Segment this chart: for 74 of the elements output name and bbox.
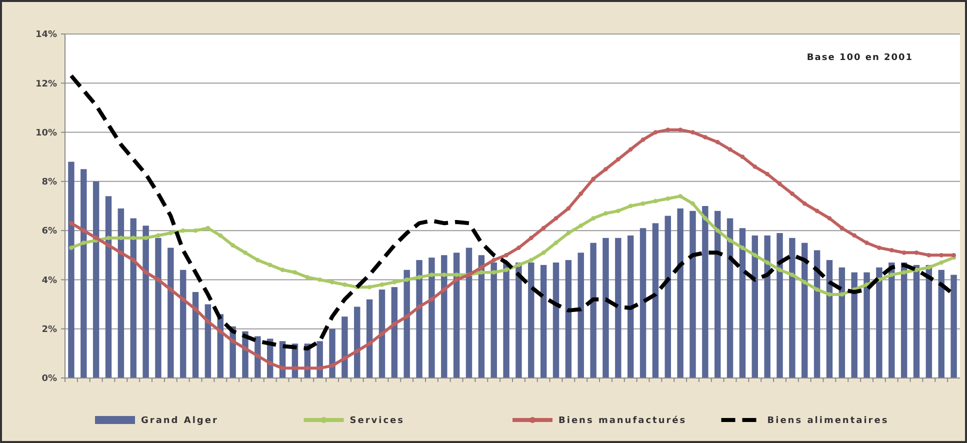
bar xyxy=(441,255,448,378)
bar xyxy=(478,255,485,378)
bar xyxy=(180,270,186,378)
bar xyxy=(826,260,833,378)
y-tick-label: 10% xyxy=(35,128,57,138)
y-tick-label: 8% xyxy=(42,178,57,188)
bar xyxy=(776,233,783,378)
bar xyxy=(888,262,895,378)
bar xyxy=(814,250,820,378)
bar xyxy=(664,216,671,378)
bar xyxy=(926,264,932,378)
bar xyxy=(416,260,422,378)
bar xyxy=(105,196,112,378)
bar xyxy=(428,258,435,378)
legend-label: Biens alimentaires xyxy=(767,416,889,426)
bar xyxy=(204,304,212,378)
bar xyxy=(640,228,646,378)
y-tick-label: 6% xyxy=(42,226,57,237)
bar xyxy=(764,235,770,378)
bar xyxy=(913,264,920,378)
bar xyxy=(168,248,174,378)
bar xyxy=(789,238,796,378)
legend-label: Services xyxy=(350,416,405,426)
bar xyxy=(366,299,373,378)
bar xyxy=(80,169,87,378)
bar xyxy=(876,267,882,378)
bar xyxy=(702,206,708,378)
bar xyxy=(714,210,721,378)
bar xyxy=(950,274,957,378)
y-tick-label: 0% xyxy=(42,374,57,384)
bar xyxy=(851,272,858,378)
bar xyxy=(540,264,547,378)
bar xyxy=(142,226,149,378)
bar xyxy=(677,208,684,378)
bar xyxy=(342,316,348,378)
bar xyxy=(627,235,634,378)
bar xyxy=(503,262,510,378)
bar xyxy=(354,306,360,378)
bar xyxy=(329,328,336,378)
bar xyxy=(938,270,944,378)
bar xyxy=(578,252,584,378)
bar xyxy=(118,208,124,378)
bar xyxy=(192,292,199,378)
bar xyxy=(404,270,410,378)
legend-label: Biens manufacturés xyxy=(558,415,687,426)
bar xyxy=(900,262,908,378)
bar xyxy=(466,248,472,378)
bar xyxy=(378,290,386,378)
bar xyxy=(690,210,696,378)
bar xyxy=(68,162,74,378)
y-tick-label: 12% xyxy=(35,79,57,90)
annotation: Base 100 en 2001 xyxy=(806,53,914,63)
bar xyxy=(316,341,323,378)
bar xyxy=(565,260,572,378)
bar xyxy=(615,238,622,378)
bar xyxy=(391,287,398,378)
bar xyxy=(552,262,560,378)
bar xyxy=(752,235,758,378)
bar xyxy=(864,272,870,378)
bar xyxy=(516,262,522,378)
y-tick-label: 14% xyxy=(35,30,57,40)
y-tick-label: 4% xyxy=(42,276,57,286)
legend-label: Grand Alger xyxy=(141,416,218,426)
bar xyxy=(590,242,596,378)
bar xyxy=(802,242,808,378)
bar xyxy=(453,252,460,378)
bar xyxy=(739,228,746,378)
bar xyxy=(130,218,136,378)
y-tick-label: 2% xyxy=(42,325,57,336)
bar xyxy=(602,238,609,378)
bar xyxy=(652,223,659,378)
bar xyxy=(92,181,100,378)
bar xyxy=(726,218,734,378)
bar xyxy=(838,267,846,378)
